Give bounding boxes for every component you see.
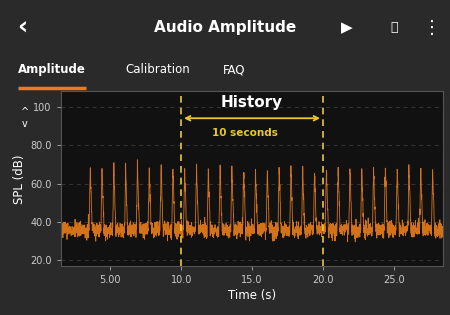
- Text: ^: ^: [21, 107, 29, 117]
- Text: ⋮: ⋮: [423, 19, 441, 37]
- Text: ▶: ▶: [341, 20, 352, 35]
- Text: Amplitude: Amplitude: [18, 63, 86, 76]
- Y-axis label: SPL (dB): SPL (dB): [13, 154, 26, 203]
- Text: 🗑: 🗑: [390, 21, 397, 34]
- Text: Calibration: Calibration: [125, 63, 190, 76]
- Text: FAQ: FAQ: [223, 63, 245, 76]
- Text: Audio Amplitude: Audio Amplitude: [154, 20, 296, 35]
- Text: History: History: [221, 94, 283, 110]
- Text: 10 seconds: 10 seconds: [212, 128, 278, 138]
- X-axis label: Time (s): Time (s): [228, 289, 276, 302]
- Text: ‹: ‹: [18, 15, 27, 40]
- Text: v: v: [22, 119, 27, 129]
